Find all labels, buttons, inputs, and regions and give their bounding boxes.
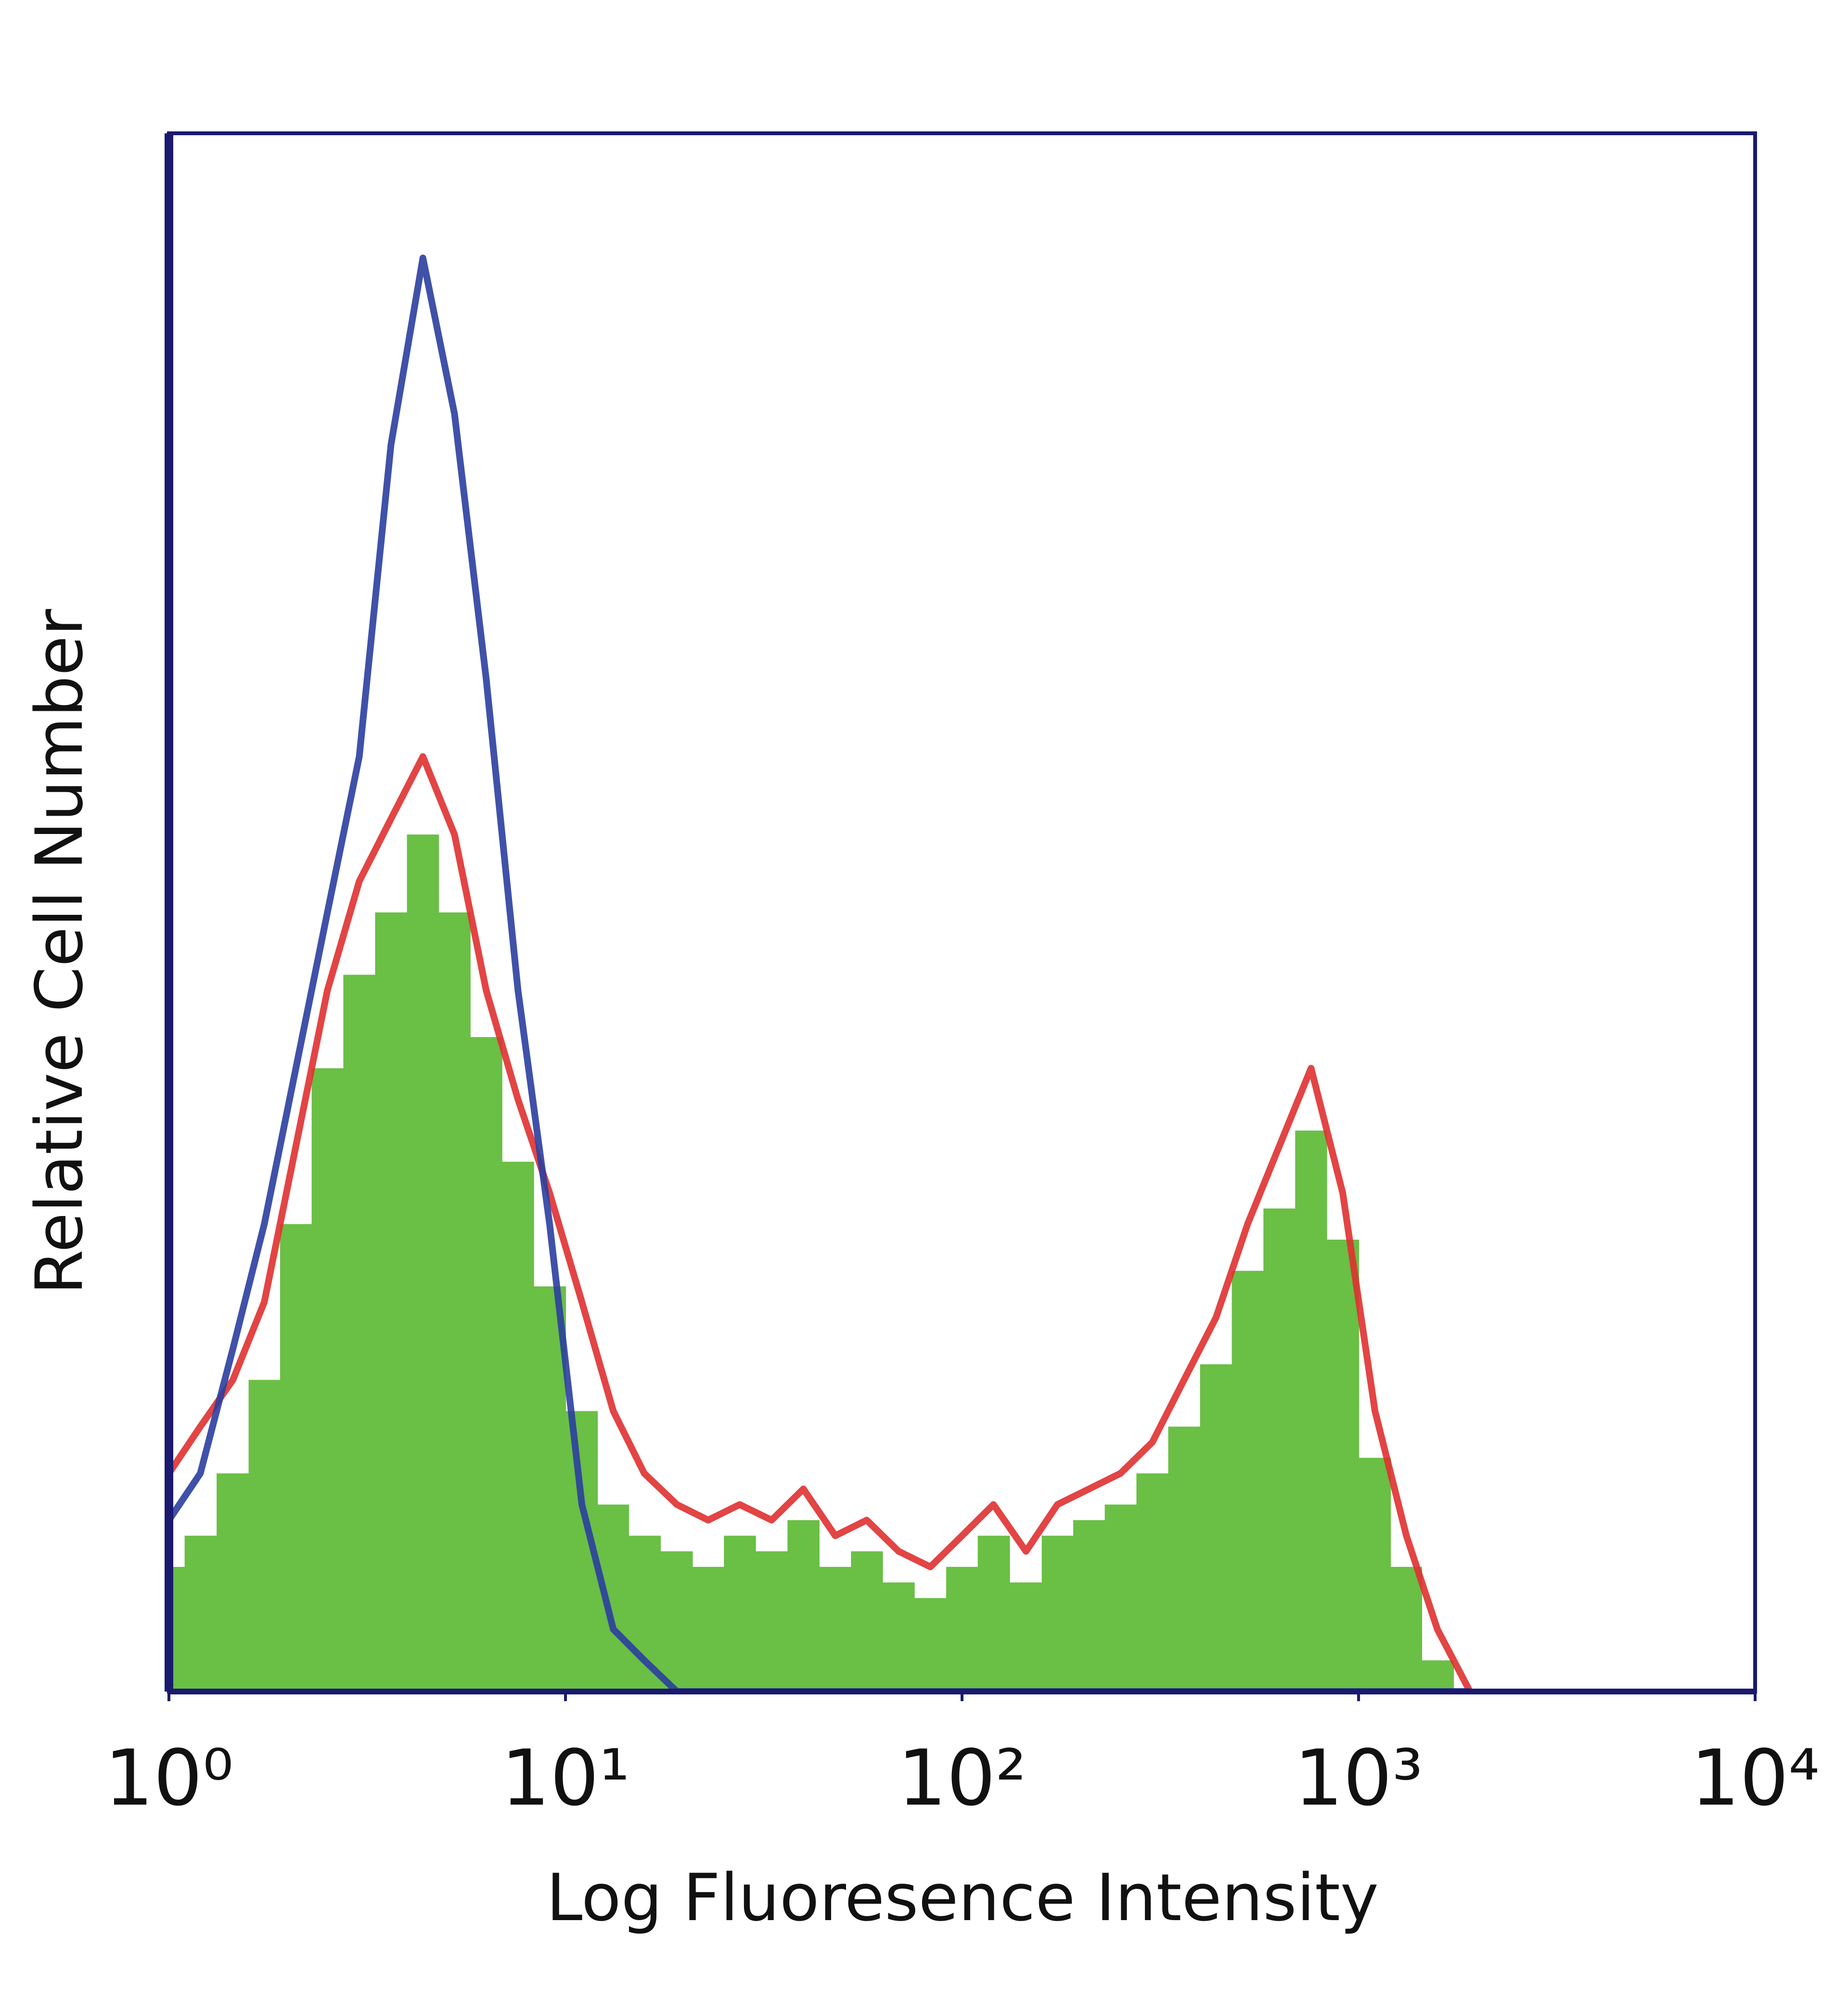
histogram-bar xyxy=(280,1224,312,1692)
histogram-bar xyxy=(407,834,439,1692)
histogram-bar xyxy=(660,1551,693,1692)
histogram-outline xyxy=(169,255,1470,1692)
plot-area xyxy=(169,255,1473,1692)
histogram-bar xyxy=(1390,1566,1423,1692)
histogram-bar xyxy=(502,1162,534,1692)
x-tick-label: 10⁴ xyxy=(1691,1733,1820,1823)
histogram-bar xyxy=(756,1551,788,1692)
histogram-bar xyxy=(787,1520,820,1692)
histogram-bar xyxy=(534,1286,566,1692)
histogram-bar xyxy=(1359,1458,1391,1692)
x-tick-label: 10² xyxy=(898,1733,1027,1823)
x-tick-label: 10¹ xyxy=(501,1733,630,1823)
y-axis-label: Relative Cell Number xyxy=(22,609,97,1295)
histogram-bar xyxy=(977,1536,1010,1692)
histogram-bar xyxy=(470,1037,502,1692)
histogram-bar xyxy=(819,1566,851,1692)
histogram-bar xyxy=(438,912,471,1692)
histogram-bar xyxy=(1295,1130,1327,1692)
histogram-bar xyxy=(1263,1208,1296,1692)
histogram-bar xyxy=(1041,1536,1074,1692)
histogram-bar xyxy=(375,912,408,1692)
histogram-bar xyxy=(1327,1239,1360,1692)
histogram-bar xyxy=(629,1536,661,1692)
histogram-bar xyxy=(1136,1473,1168,1692)
histogram-bar xyxy=(217,1473,249,1692)
histogram-bar xyxy=(724,1536,756,1692)
histogram-bar xyxy=(343,974,375,1692)
histogram-bar xyxy=(311,1068,344,1692)
histogram-bar xyxy=(1422,1660,1454,1692)
histogram-bar xyxy=(883,1582,915,1692)
histogram-bar xyxy=(1168,1426,1201,1692)
histogram-bar xyxy=(1073,1520,1105,1692)
x-axis-label: Log Fluoresence Intensity xyxy=(546,1860,1379,1936)
histogram-outline xyxy=(169,753,1473,1692)
x-tick-label: 10³ xyxy=(1294,1733,1423,1823)
histogram-bar xyxy=(1232,1270,1264,1692)
histogram-bar xyxy=(1200,1364,1232,1692)
histogram-bar xyxy=(1010,1582,1042,1692)
x-tick-label: 10⁰ xyxy=(104,1733,233,1823)
histogram-bar xyxy=(248,1380,281,1692)
histogram-bar xyxy=(693,1566,724,1692)
histogram-bar xyxy=(1104,1504,1137,1692)
histogram-bar xyxy=(851,1551,883,1692)
histogram-bar xyxy=(946,1566,978,1692)
histogram-bar xyxy=(184,1536,217,1692)
histogram-bar xyxy=(914,1598,947,1692)
